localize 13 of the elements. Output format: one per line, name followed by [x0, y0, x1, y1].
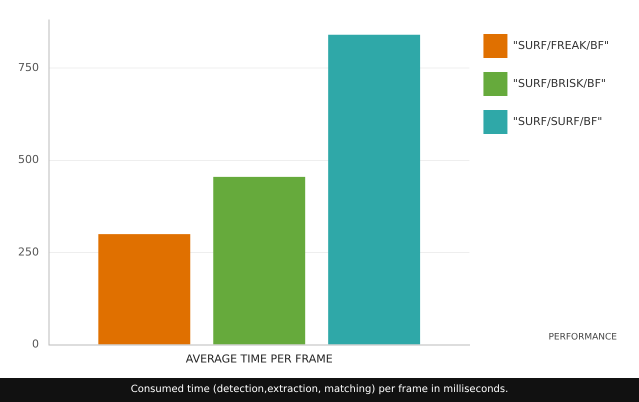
legend-label: "SURF/FREAK/BF" [512, 38, 610, 52]
y-tick-label: 250 [18, 245, 39, 258]
y-tick-label: 0 [32, 338, 39, 351]
y-tick-label: 500 [18, 153, 39, 166]
text: PERFORMANCE [548, 332, 618, 343]
bar [98, 234, 190, 344]
bar [328, 34, 420, 344]
text: Consumed time (detection,extraction, matching) per frame in milliseconds. [0, 378, 639, 402]
bar [213, 176, 306, 344]
legend-label: "SURF/SURF/BF" [512, 114, 602, 128]
y-tick-label: 750 [18, 60, 39, 74]
x-tick-label: AVERAGE TIME PER FRAME [186, 352, 333, 366]
legend-label: "SURF/BRISK/BF" [512, 76, 606, 90]
